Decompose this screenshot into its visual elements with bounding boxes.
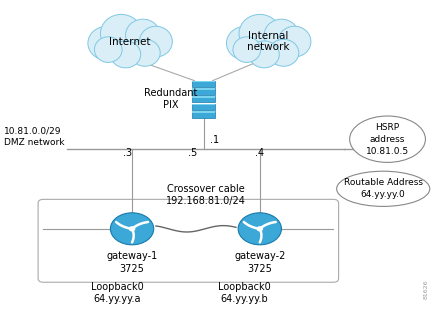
Ellipse shape [350,116,425,163]
Ellipse shape [130,39,160,66]
FancyBboxPatch shape [192,96,215,102]
Ellipse shape [337,171,430,206]
Text: Loopback0
64.yy.yy.a: Loopback0 64.yy.yy.a [90,282,143,304]
Text: 81626: 81626 [423,280,429,299]
Ellipse shape [94,37,122,62]
Ellipse shape [100,14,142,53]
Ellipse shape [139,26,172,57]
Ellipse shape [278,26,311,57]
Ellipse shape [230,33,306,57]
Text: .4: .4 [255,148,265,158]
FancyBboxPatch shape [192,111,215,113]
Ellipse shape [249,41,279,68]
FancyBboxPatch shape [192,81,215,87]
Text: HSRP
address
10.81.0.5: HSRP address 10.81.0.5 [366,123,409,156]
Text: Redundant
PIX: Redundant PIX [144,88,198,110]
Ellipse shape [92,33,168,57]
FancyBboxPatch shape [192,104,215,105]
Circle shape [257,227,262,231]
Ellipse shape [264,19,299,51]
Circle shape [129,227,135,231]
Circle shape [238,213,281,245]
Ellipse shape [110,41,141,68]
Ellipse shape [226,27,263,60]
Text: Internal
network: Internal network [247,31,290,52]
FancyBboxPatch shape [192,88,215,90]
Text: Crossover cable
192.168.81.0/24: Crossover cable 192.168.81.0/24 [166,184,246,206]
Ellipse shape [88,27,124,60]
FancyBboxPatch shape [192,111,215,118]
FancyBboxPatch shape [192,104,215,110]
FancyBboxPatch shape [192,96,215,98]
FancyBboxPatch shape [192,81,215,82]
Ellipse shape [268,39,299,66]
Text: .5: .5 [188,148,197,158]
Text: gateway-2
3725: gateway-2 3725 [234,251,285,274]
Text: Internet: Internet [109,36,151,47]
Text: .3: .3 [123,148,132,158]
Ellipse shape [126,19,160,51]
Text: gateway-1
3725: gateway-1 3725 [107,251,158,274]
Circle shape [110,213,154,245]
FancyBboxPatch shape [192,88,215,95]
Ellipse shape [239,14,281,53]
Ellipse shape [233,37,261,62]
Text: Routable Address
64.yy.yy.0: Routable Address 64.yy.yy.0 [344,179,423,199]
Text: 10.81.0.0/29
DMZ network: 10.81.0.0/29 DMZ network [4,126,65,147]
Text: Loopback0
64.yy.yy.b: Loopback0 64.yy.yy.b [218,282,271,304]
Text: .1: .1 [210,135,219,145]
